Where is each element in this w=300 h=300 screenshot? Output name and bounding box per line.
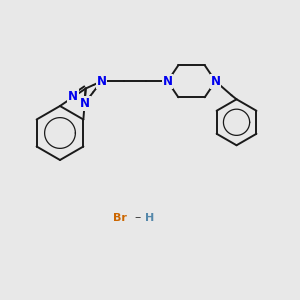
Text: N: N [211,75,220,88]
Text: H: H [146,213,154,223]
Text: N: N [163,75,172,88]
Text: Br: Br [113,213,127,223]
Text: N: N [80,97,90,110]
Text: N: N [68,90,78,104]
Text: –: – [135,212,141,224]
Text: N: N [97,75,106,88]
